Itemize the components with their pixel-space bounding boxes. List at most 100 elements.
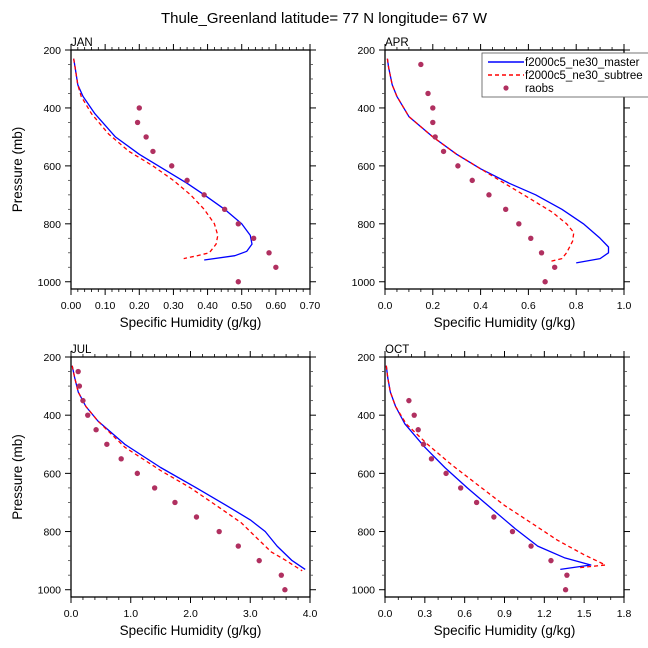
raobs-point xyxy=(418,61,424,68)
raobs-point xyxy=(455,163,461,169)
x-tick-label: 1.5 xyxy=(577,608,592,620)
y-tick-label: 800 xyxy=(357,219,375,231)
x-tick-label: 0.10 xyxy=(95,300,116,312)
raobs-point xyxy=(406,397,412,404)
y-axis-label: Pressure (mb) xyxy=(10,434,25,520)
x-tick-label: 1.2 xyxy=(537,608,552,620)
x-tick-label: 0.8 xyxy=(569,300,584,312)
raobs-point xyxy=(425,90,431,97)
raobs-point xyxy=(273,264,279,270)
raobs-point xyxy=(551,264,558,270)
x-tick-label: 4.0 xyxy=(303,608,318,620)
x-axis-label: Specific Humidity (g/kg) xyxy=(434,623,576,638)
raobs-point xyxy=(538,250,545,256)
raobs-point xyxy=(80,397,86,404)
raobs-point xyxy=(430,119,436,126)
series-line-master xyxy=(71,365,306,570)
x-tick-label: 0.4 xyxy=(473,300,488,312)
raobs-point xyxy=(528,543,534,549)
raobs-point xyxy=(172,499,178,506)
y-tick-label: 800 xyxy=(43,527,61,539)
raobs-point xyxy=(235,279,241,285)
panel-title: JUL xyxy=(71,344,92,356)
panel-apr: APR 0.0 0.2 0.4 0.6 0.8 1.0 200 400 600 800 1000 Spe… xyxy=(352,37,632,330)
raobs-point xyxy=(235,543,241,549)
panel-title: JAN xyxy=(71,37,93,49)
panels: JAN 0.00 0.10 0.20 0.30 0.40 0.50 0.60 0.70 200 40… xyxy=(10,37,631,638)
raobs-point xyxy=(151,485,158,491)
y-tick-label: 200 xyxy=(357,45,375,57)
y-tick-label: 1000 xyxy=(38,277,62,289)
y-tick-label: 400 xyxy=(43,410,61,422)
series-line-master xyxy=(73,58,253,261)
raobs-point xyxy=(193,514,200,520)
raobs-point xyxy=(411,412,417,418)
raobs-point xyxy=(221,206,228,213)
x-tick-label: 0.6 xyxy=(521,300,536,312)
raobs-point xyxy=(134,470,141,477)
panel-title: OCT xyxy=(385,344,409,356)
panel-oct: OCT 0.0 0.3 0.6 0.9 1.2 1.5 1.8 200 400 600 800 1000… xyxy=(352,344,632,638)
legend-label-subtree: f2000c5_ne30_subtree xyxy=(525,70,643,82)
raobs-point xyxy=(201,192,207,198)
raobs-point xyxy=(415,427,421,433)
raobs-point xyxy=(278,572,285,578)
x-tick-label: 0.40 xyxy=(197,300,218,312)
raobs-point xyxy=(266,250,272,256)
raobs-point xyxy=(428,456,435,462)
x-axis-label: Specific Humidity (g/kg) xyxy=(434,315,576,330)
raobs-point xyxy=(143,134,149,140)
x-tick-label: 1.0 xyxy=(617,300,632,312)
x-tick-label: 0.6 xyxy=(457,608,472,620)
raobs-point xyxy=(486,192,492,198)
x-tick-label: 0.2 xyxy=(425,300,440,312)
x-tick-label: 3.0 xyxy=(243,608,258,620)
plot-frame xyxy=(70,356,311,598)
legend-label-master: f2000c5_ne30_master xyxy=(525,57,640,69)
raobs-point xyxy=(528,235,534,242)
raobs-point xyxy=(430,105,436,111)
y-tick-label: 1000 xyxy=(38,585,62,597)
y-tick-label: 400 xyxy=(43,103,61,115)
y-tick-label: 800 xyxy=(357,527,375,539)
raobs-point xyxy=(440,148,447,155)
x-axis-label: Specific Humidity (g/kg) xyxy=(120,623,262,638)
legend-label-raobs: raobs xyxy=(525,83,554,95)
plot-frame xyxy=(384,356,625,598)
raobs-point xyxy=(150,148,156,155)
raobs-point xyxy=(256,557,262,564)
raobs-point xyxy=(76,383,83,389)
y-tick-label: 400 xyxy=(357,103,375,115)
raobs-point xyxy=(548,557,554,564)
series-line-subtree xyxy=(71,365,303,572)
y-tick-label: 200 xyxy=(357,352,375,364)
y-tick-label: 1000 xyxy=(352,277,376,289)
x-tick-label: 0.00 xyxy=(61,300,82,312)
legend: f2000c5_ne30_master f2000c5_ne30_subtree… xyxy=(481,52,648,98)
raobs-point xyxy=(250,235,257,242)
raobs-point xyxy=(542,279,548,285)
raobs-point xyxy=(443,470,449,477)
raobs-point xyxy=(516,221,522,227)
raobs-point xyxy=(432,134,438,140)
x-tick-label: 1.8 xyxy=(617,608,632,620)
series-line-master xyxy=(385,365,592,571)
raobs-point xyxy=(235,221,241,227)
x-tick-label: 0.0 xyxy=(378,608,393,620)
y-tick-label: 600 xyxy=(43,468,61,480)
raobs-point xyxy=(502,206,509,213)
raobs-point xyxy=(282,587,288,593)
x-tick-label: 0.70 xyxy=(300,300,321,312)
y-tick-label: 600 xyxy=(357,161,375,173)
raobs-point xyxy=(136,105,142,111)
raobs-point xyxy=(216,528,222,535)
panel-jan: JAN 0.00 0.10 0.20 0.30 0.40 0.50 0.60 0.70 200 40… xyxy=(10,37,320,330)
raobs-point xyxy=(118,456,124,462)
y-tick-label: 600 xyxy=(43,161,61,173)
x-tick-label: 0.20 xyxy=(129,300,150,312)
figure-title: Thule_Greenland latitude= 77 N longitude… xyxy=(161,10,488,27)
legend-marker-raobs xyxy=(503,85,509,91)
raobs-point xyxy=(104,441,110,447)
x-tick-label: 2.0 xyxy=(183,608,198,620)
y-tick-label: 200 xyxy=(43,352,61,364)
